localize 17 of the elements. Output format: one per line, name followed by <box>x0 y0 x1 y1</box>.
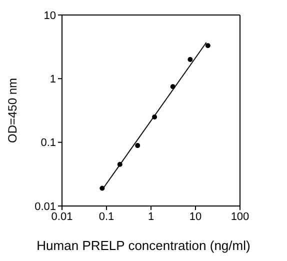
x-tick-label: 1 <box>148 210 154 223</box>
x-axis-title: Human PRELP concentration (ng/ml) <box>36 238 252 253</box>
point <box>170 84 176 90</box>
point <box>135 143 140 148</box>
point <box>188 57 193 62</box>
point <box>100 186 105 191</box>
x-tick-label: 100 <box>230 210 250 223</box>
y-tick-label: 1 <box>50 74 56 86</box>
y-tick-label: 0.01 <box>34 200 56 213</box>
point <box>205 43 210 48</box>
point <box>117 162 122 167</box>
x-tick-label: 0.1 <box>98 210 114 223</box>
y-tick-label: 10 <box>44 10 56 22</box>
y-axis-title: OD=450 nm <box>5 78 20 144</box>
y-tick-label: 0.1 <box>40 137 56 150</box>
x-tick-label: 10 <box>189 210 202 223</box>
point <box>152 114 158 120</box>
